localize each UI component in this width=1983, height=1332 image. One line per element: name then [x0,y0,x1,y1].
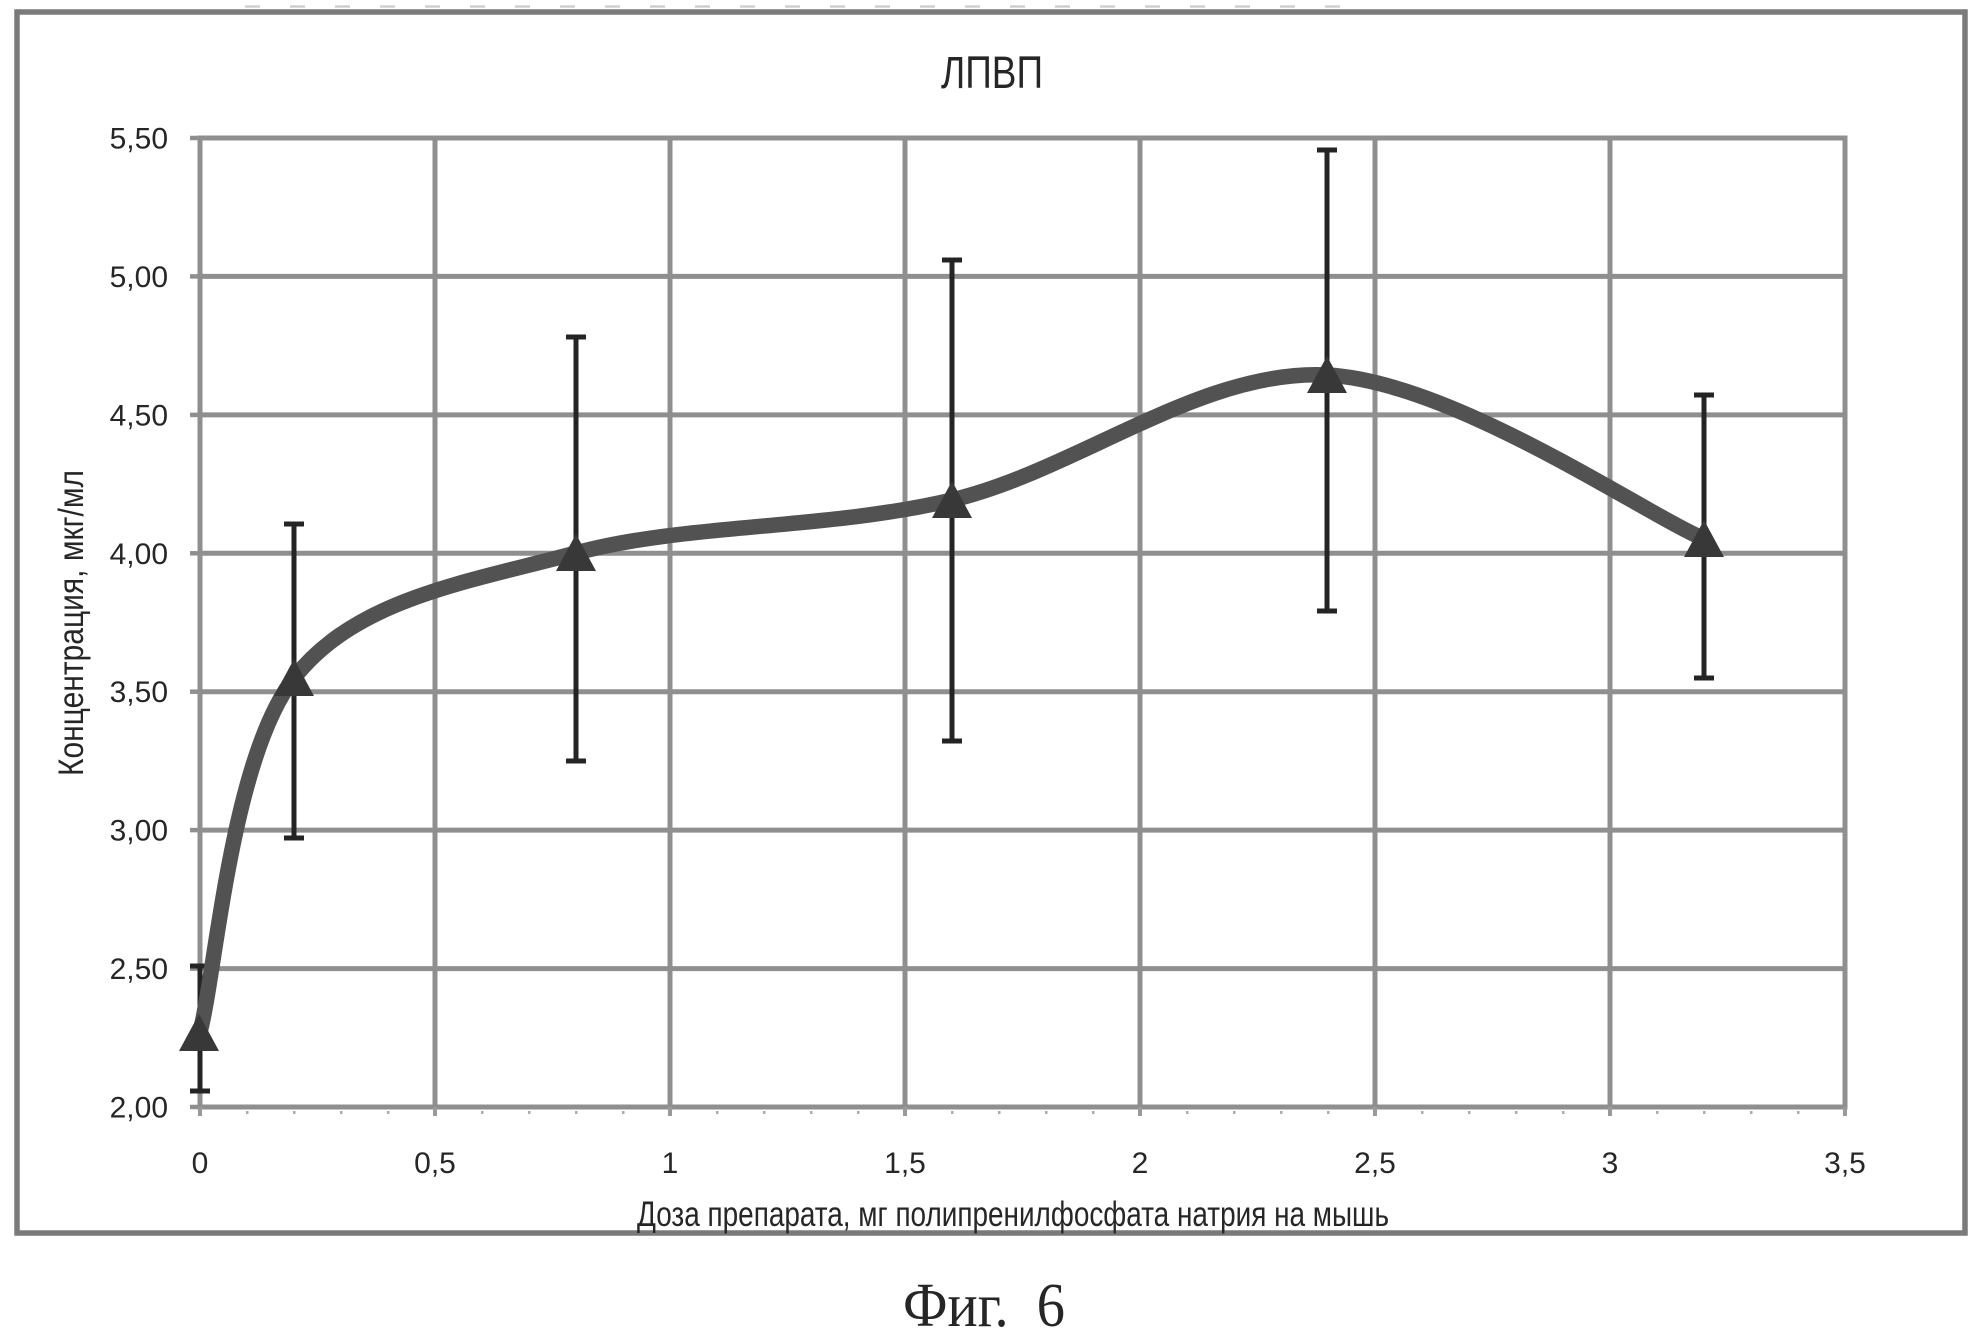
svg-text:Доза препарата, мг полипренилф: Доза препарата, мг полипренилфосфата нат… [637,1195,1389,1234]
svg-text:2,00: 2,00 [110,1092,168,1125]
svg-text:3,00: 3,00 [110,815,168,848]
svg-text:1,5: 1,5 [884,1147,926,1180]
svg-text:Фиг. 6: Фиг. 6 [903,1272,1065,1332]
svg-text:1: 1 [662,1147,679,1180]
svg-text:3: 3 [1602,1147,1619,1180]
svg-text:2: 2 [1132,1147,1149,1180]
svg-text:4,50: 4,50 [110,399,168,432]
svg-text:3,50: 3,50 [110,676,168,709]
svg-text:5,50: 5,50 [110,123,168,156]
svg-text:Концентрация, мкг/мл: Концентрация, мкг/мл [52,470,91,776]
svg-text:5,00: 5,00 [110,261,168,294]
svg-text:2,5: 2,5 [1354,1147,1396,1180]
svg-text:3,5: 3,5 [1824,1147,1866,1180]
svg-text:0: 0 [192,1147,209,1180]
svg-text:4,00: 4,00 [110,538,168,571]
svg-text:2,50: 2,50 [110,953,168,986]
svg-text:0,5: 0,5 [414,1147,456,1180]
svg-text:ЛПВП: ЛПВП [941,47,1043,98]
